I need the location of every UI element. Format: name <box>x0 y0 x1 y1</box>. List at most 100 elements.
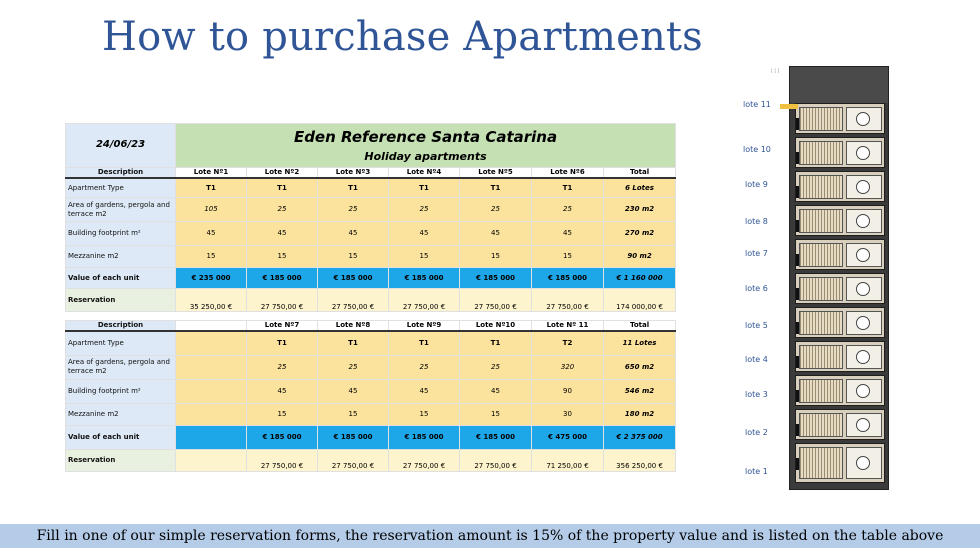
table-cell: 15 <box>388 402 460 426</box>
table-cell: 15 <box>459 245 532 269</box>
column-header: Lote Nº2 <box>246 166 318 179</box>
row-label: Area of gardens, pergola and terrace m2 <box>65 197 176 223</box>
plan-unit-lote-9 <box>795 171 885 202</box>
row-label: Building footprint m² <box>65 378 176 404</box>
table-cell: 25 <box>459 197 532 223</box>
table-cell: T1 <box>317 177 389 199</box>
table-cell: 27 750,00 € <box>246 448 318 472</box>
row-label: Mezzanine m2 <box>65 245 176 269</box>
total-cell: 230 m2 <box>602 197 677 223</box>
row-label: Mezzanine m2 <box>65 402 176 426</box>
table-cell: 71 250,00 € <box>531 448 604 472</box>
empty-cell <box>175 354 247 380</box>
plan-unit-lote-6 <box>795 273 885 304</box>
plan-unit-lote-5 <box>795 307 885 338</box>
table-cell: 45 <box>246 221 318 247</box>
table-cell: T1 <box>531 177 604 199</box>
plan-highlight-marker <box>780 104 798 109</box>
table-cell: T1 <box>459 177 532 199</box>
total-cell: 356 250,00 € <box>602 448 677 472</box>
empty-cell <box>175 424 247 450</box>
table-cell: 25 <box>459 354 532 380</box>
table-cell: 15 <box>246 245 318 269</box>
table-row: Value of each unit € 235 000 € 185 000 €… <box>65 267 677 290</box>
total-cell: 180 m2 <box>602 402 677 426</box>
column-header: Lote Nº10 <box>459 320 532 333</box>
plan-header-strip <box>790 67 888 103</box>
column-header: Description <box>65 166 176 179</box>
footer-note: Fill in one of our simple reservation fo… <box>0 524 980 548</box>
lote-label: lote 5 <box>745 321 768 330</box>
lote-label: lote 10 <box>743 145 771 154</box>
table-cell: 105 <box>175 197 247 223</box>
total-cell: 546 m2 <box>602 378 677 404</box>
column-header: Total <box>602 320 677 333</box>
table-cell: € 475 000 <box>531 424 604 450</box>
plan-unit-lote-1 <box>795 443 885 483</box>
table-cell: 45 <box>388 221 460 247</box>
table-cell: € 185 000 <box>459 424 532 450</box>
total-cell: 11 Lotes <box>602 330 677 356</box>
table-row: Building footprint m² 45 45 45 45 45 45 … <box>65 221 677 247</box>
page-title: How to purchase Apartments <box>102 14 703 60</box>
table-cell: T1 <box>317 330 389 356</box>
lote-label: lote 11 <box>743 100 771 109</box>
total-cell: € 1 160 000 <box>602 267 677 290</box>
table-cell: 25 <box>317 354 389 380</box>
table-cell: 15 <box>175 245 247 269</box>
total-cell: 90 m2 <box>602 245 677 269</box>
table-cell: 35 250,00 € <box>175 288 247 313</box>
table-row: Area of gardens, pergola and terrace m2 … <box>65 197 677 223</box>
table-cell: € 185 000 <box>246 267 318 290</box>
table-cell: 90 <box>531 378 604 404</box>
table-row: Apartment Type T1 T1 T1 T1 T2 11 Lotes <box>65 330 677 356</box>
table-cell: 15 <box>388 245 460 269</box>
column-header: Lote Nº7 <box>246 320 318 333</box>
table-cell: € 185 000 <box>531 267 604 290</box>
plan-unit-lote-7 <box>795 239 885 270</box>
column-header: Lote Nº 11 <box>531 320 604 333</box>
table-row: Mezzanine m2 15 15 15 15 15 15 90 m2 <box>65 245 677 269</box>
table-cell: 27 750,00 € <box>246 288 318 313</box>
lote-label: lote 2 <box>745 428 768 437</box>
table-cell: T1 <box>246 330 318 356</box>
table-row: Reservation 27 750,00 € 27 750,00 € 27 7… <box>65 448 677 472</box>
lote-label: lote 1 <box>745 467 768 476</box>
project-subtitle: Holiday apartments <box>364 149 487 163</box>
table-cell: T1 <box>388 177 460 199</box>
empty-cell <box>175 330 247 356</box>
table-cell: 45 <box>388 378 460 404</box>
table-cell: T1 <box>175 177 247 199</box>
empty-cell <box>175 448 247 472</box>
table-cell: T1 <box>459 330 532 356</box>
table-cell: € 185 000 <box>388 424 460 450</box>
total-cell: 6 Lotes <box>602 177 677 199</box>
table-row: Mezzanine m2 15 15 15 15 30 180 m2 <box>65 402 677 426</box>
table-cell: 320 <box>531 354 604 380</box>
project-name: Eden Reference Santa Catarina <box>293 127 558 146</box>
row-label: Apartment Type <box>65 177 176 199</box>
plan-tick-marks: ¦ ¦ ¦ <box>771 68 780 74</box>
date-cell: 24/06/23 <box>65 123 176 168</box>
row-label: Value of each unit <box>65 267 176 290</box>
plan-unit-lote-11 <box>795 103 885 134</box>
row-label: Value of each unit <box>65 424 176 450</box>
table-cell: 30 <box>531 402 604 426</box>
table-cell: 15 <box>246 402 318 426</box>
table-cell: € 185 000 <box>317 424 389 450</box>
column-header: Lote Nº5 <box>459 166 532 179</box>
table-cell: 45 <box>317 221 389 247</box>
total-cell: € 2 375 000 <box>602 424 677 450</box>
table-cell: 27 750,00 € <box>459 448 532 472</box>
table-cell: 25 <box>388 197 460 223</box>
pricing-table: 24/06/23 Eden Reference Santa Catarina H… <box>65 123 677 472</box>
column-header: Description <box>65 320 176 333</box>
lote-label: lote 9 <box>745 180 768 189</box>
table-cell: 27 750,00 € <box>459 288 532 313</box>
table-row: Value of each unit € 185 000 € 185 000 €… <box>65 424 677 450</box>
lote-label: lote 4 <box>745 355 768 364</box>
table-cell: 45 <box>531 221 604 247</box>
table-cell: 25 <box>388 354 460 380</box>
column-header: Lote Nº3 <box>317 166 389 179</box>
table-cell: 25 <box>317 197 389 223</box>
